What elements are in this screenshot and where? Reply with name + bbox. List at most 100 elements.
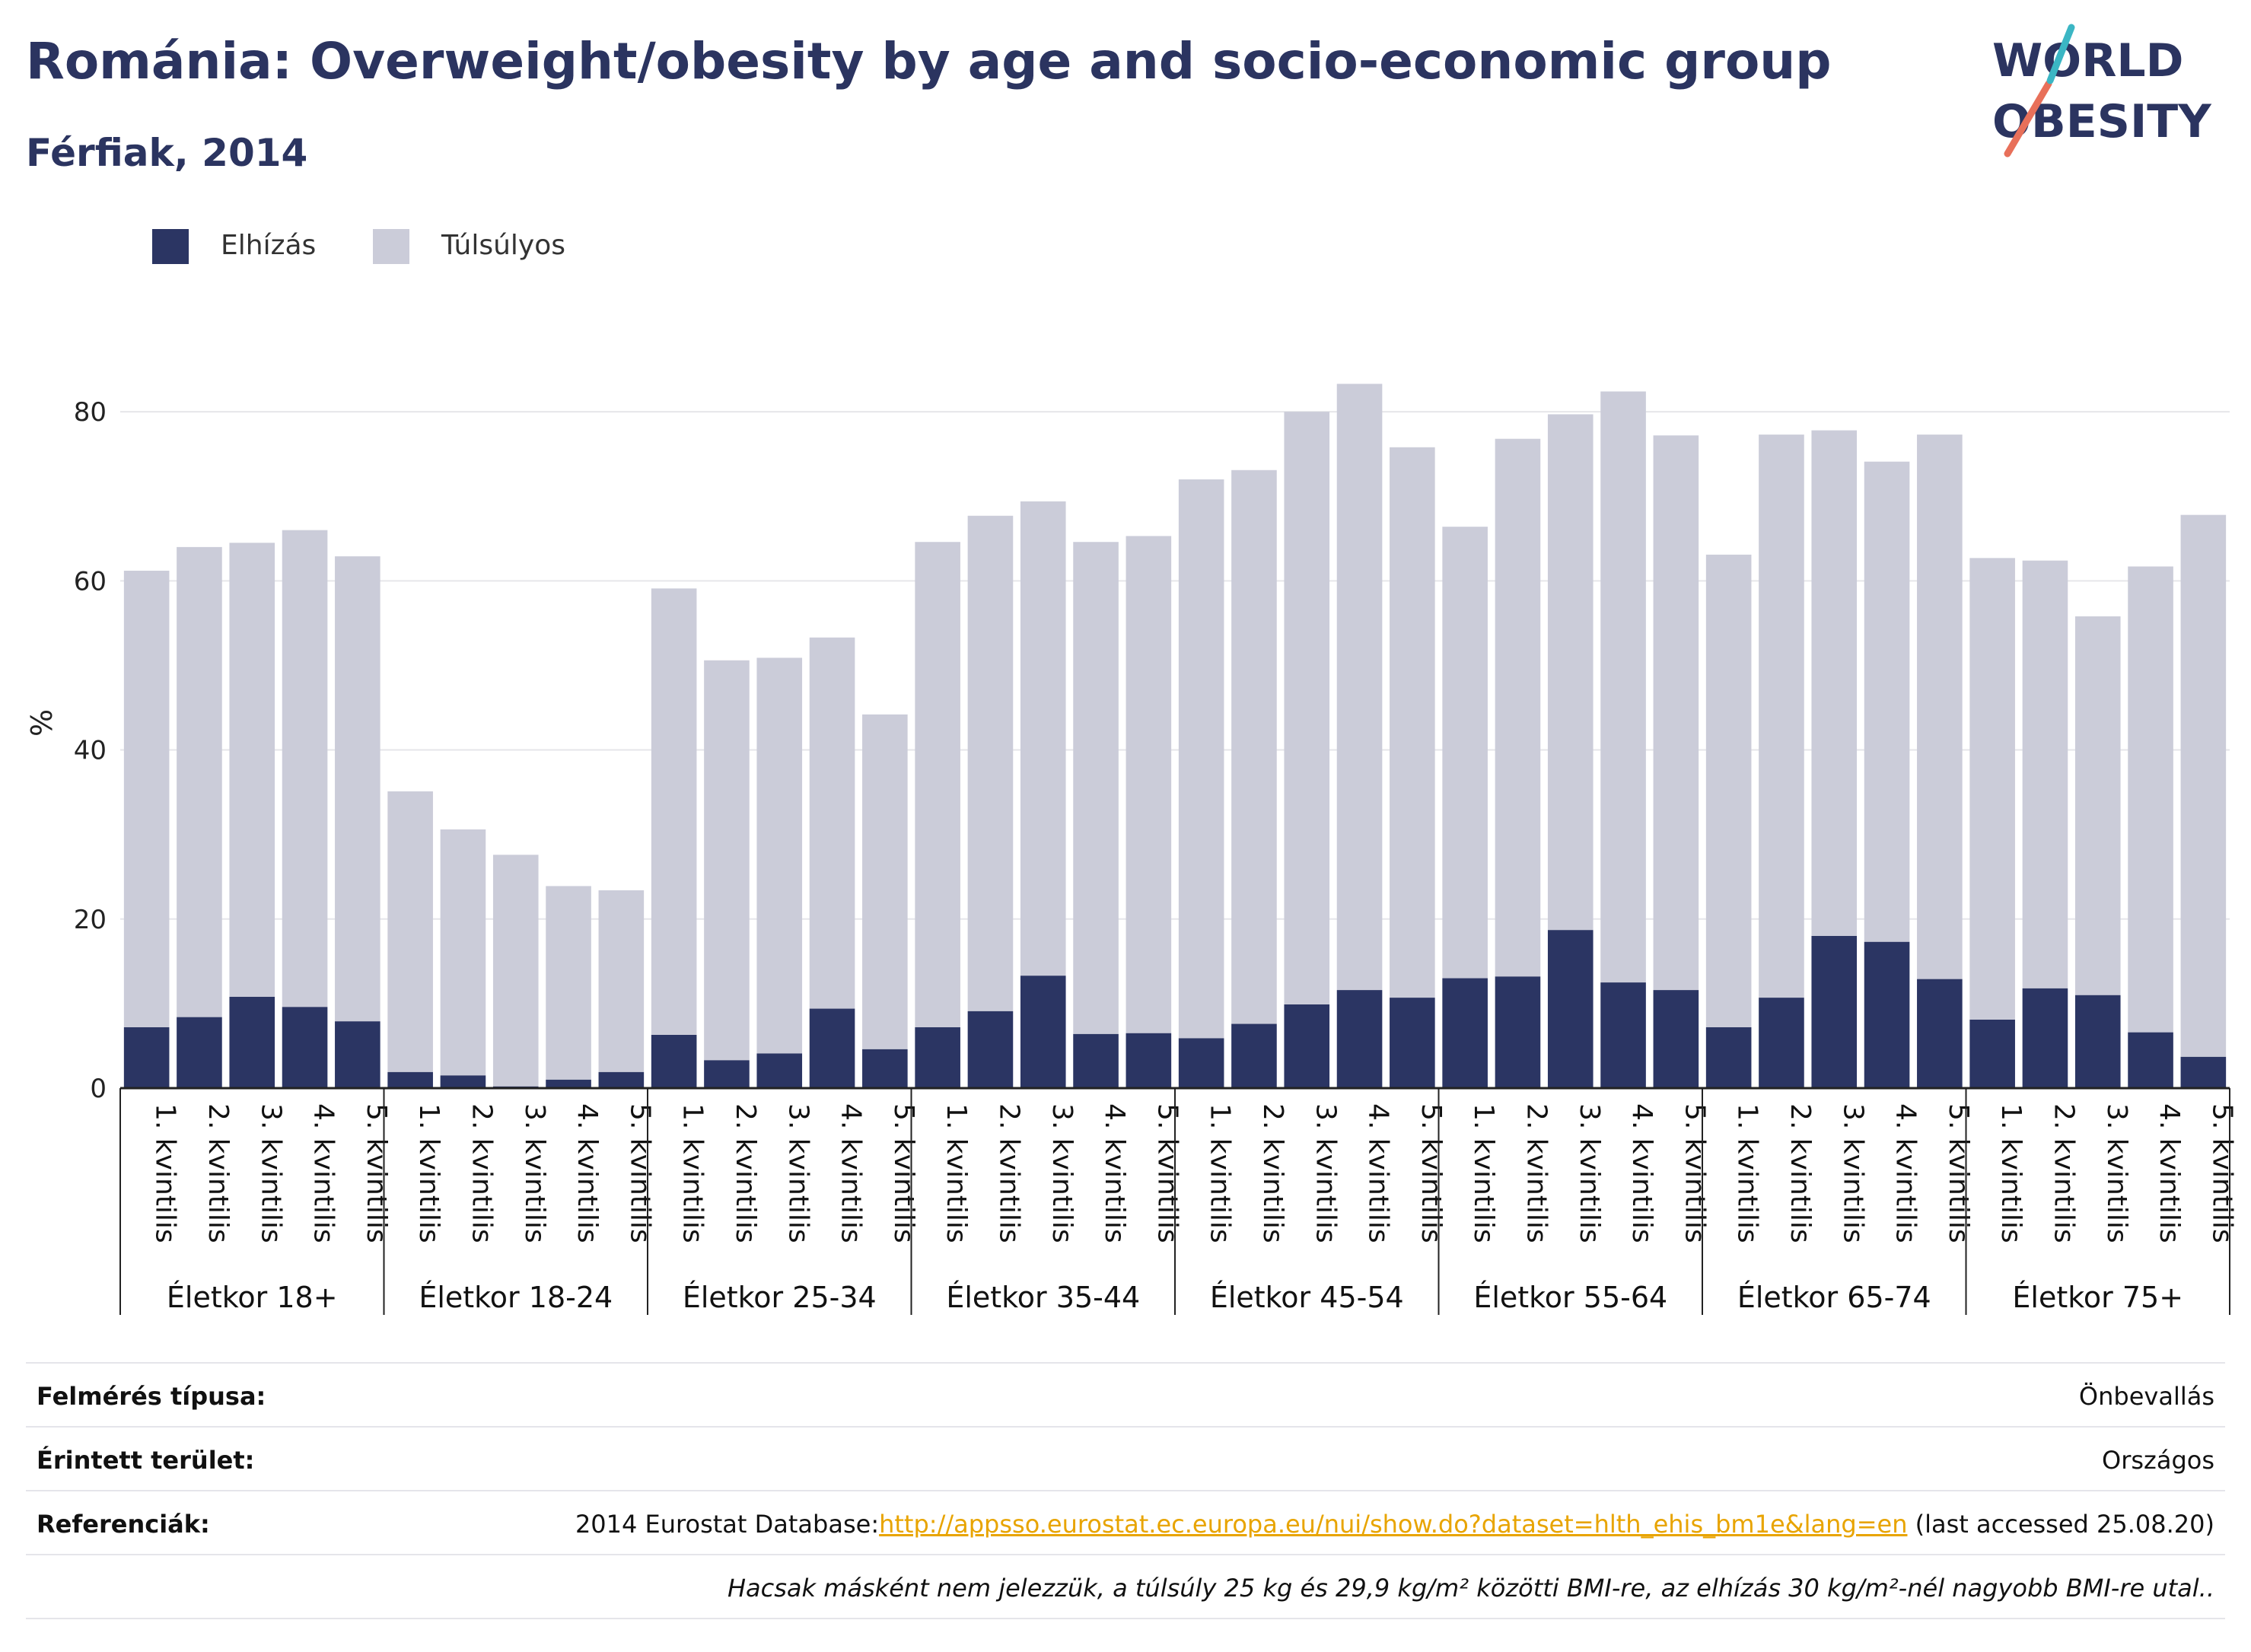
bar-overweight xyxy=(1073,542,1119,1034)
bar-overweight xyxy=(1759,434,1804,998)
x-tick-label: 3. kvintilis xyxy=(1310,1103,1341,1243)
area-label: Érintett terület: xyxy=(37,1446,255,1475)
page-title: Románia: Overweight/obesity by age and s… xyxy=(26,32,1832,91)
bar-overweight xyxy=(756,657,803,1054)
bar-obesity xyxy=(1231,1023,1277,1088)
x-tick-label: 4. kvintilis xyxy=(1363,1103,1394,1243)
bar-overweight xyxy=(387,791,433,1072)
bar-obesity xyxy=(1864,941,1910,1088)
bar-obesity xyxy=(1811,936,1858,1088)
bar-obesity xyxy=(2022,988,2068,1088)
bar-obesity xyxy=(1178,1038,1224,1088)
bar-obesity xyxy=(1442,978,1488,1088)
bar-overweight xyxy=(1284,412,1330,1004)
x-tick-label: 4. kvintilis xyxy=(2154,1103,2185,1243)
group-label: Életkor 35-44 xyxy=(946,1281,1140,1314)
legend-label-overweight: Túlsúlyos xyxy=(441,230,566,261)
bar-overweight xyxy=(1336,384,1383,991)
bar-obesity xyxy=(229,997,275,1088)
x-tick-label: 4. kvintilis xyxy=(308,1103,339,1243)
bar-obesity xyxy=(1126,1033,1172,1088)
x-tick-label: 1. kvintilis xyxy=(150,1103,181,1243)
bar-overweight xyxy=(1390,447,1435,998)
bar-overweight xyxy=(1231,469,1277,1024)
bar-overweight xyxy=(651,588,697,1035)
group-label: Életkor 75+ xyxy=(2012,1281,2183,1314)
bar-obesity xyxy=(387,1071,433,1088)
bar-obesity xyxy=(1073,1033,1119,1088)
footer-row-references: Referenciák: 2014 Eurostat Database:http… xyxy=(26,1490,2225,1554)
bar-obesity xyxy=(967,1011,1014,1088)
logo-slash-red xyxy=(2004,80,2052,158)
bar-overweight xyxy=(123,571,170,1027)
x-tick-label: 3. kvintilis xyxy=(255,1103,286,1243)
bar-obesity xyxy=(546,1079,591,1088)
x-tick-label: 5. kvintilis xyxy=(1151,1103,1183,1243)
bar-overweight xyxy=(492,855,539,1087)
bar-overweight xyxy=(1178,479,1224,1039)
bar-obesity xyxy=(1547,930,1594,1088)
bar-obesity xyxy=(651,1035,697,1088)
references-link[interactable]: http://appsso.eurostat.ec.europa.eu/nui/… xyxy=(879,1510,1908,1539)
area-value: Országos xyxy=(2102,1446,2214,1475)
x-tick-label: 2. kvintilis xyxy=(466,1103,497,1243)
definition-note: Hacsak másként nem jelezzük, a túlsúly 2… xyxy=(727,1574,2214,1603)
bar-overweight xyxy=(229,543,275,997)
x-tick-label: 5. kvintilis xyxy=(361,1103,392,1243)
bar-overweight xyxy=(1705,554,1752,1027)
x-tick-label: 5. kvintilis xyxy=(888,1103,919,1243)
bar-obesity xyxy=(862,1049,908,1088)
y-tick-label: 60 xyxy=(74,566,107,597)
x-tick-label: 2. kvintilis xyxy=(1520,1103,1552,1243)
bar-overweight xyxy=(1600,391,1646,983)
chart-footer: Felmérés típusa: Önbevallás Érintett ter… xyxy=(26,1362,2225,1619)
x-tick-label: 1. kvintilis xyxy=(413,1103,444,1243)
bar-obesity xyxy=(1705,1027,1752,1088)
bar-overweight xyxy=(440,829,486,1076)
references-prefix: 2014 Eurostat Database: xyxy=(575,1510,880,1539)
bar-obesity xyxy=(915,1027,960,1088)
y-tick-label: 40 xyxy=(74,736,107,766)
bar-overweight xyxy=(546,886,591,1080)
footer-row-survey: Felmérés típusa: Önbevallás xyxy=(26,1362,2225,1426)
bar-obesity xyxy=(1600,982,1646,1088)
footer-row-note: Hacsak másként nem jelezzük, a túlsúly 2… xyxy=(26,1554,2225,1619)
bar-overweight xyxy=(1969,558,2015,1020)
bar-obesity xyxy=(598,1071,645,1088)
group-label: Életkor 45-54 xyxy=(1210,1281,1404,1314)
references-suffix: (last accessed 25.08.20) xyxy=(1907,1510,2214,1539)
world-obesity-logo: WORLD OBESITY xyxy=(1992,24,2212,158)
bar-obesity xyxy=(1020,976,1066,1088)
bar-overweight xyxy=(704,660,750,1061)
group-label: Életkor 55-64 xyxy=(1473,1281,1667,1314)
bar-overweight xyxy=(177,546,222,1017)
x-tick-label: 5. kvintilis xyxy=(2206,1103,2237,1243)
group-label: Életkor 18-24 xyxy=(419,1281,613,1314)
x-tick-label: 2. kvintilis xyxy=(202,1103,234,1243)
x-tick-label: 1. kvintilis xyxy=(1995,1103,2027,1243)
bar-obesity xyxy=(2128,1032,2173,1088)
x-tick-label: 3. kvintilis xyxy=(1574,1103,1605,1243)
x-tick-label: 4. kvintilis xyxy=(1890,1103,1921,1243)
bar-overweight xyxy=(915,542,960,1027)
bar-overweight xyxy=(335,556,380,1022)
x-tick-label: 2. kvintilis xyxy=(2048,1103,2079,1243)
bar-overweight xyxy=(282,530,328,1007)
bar-obesity xyxy=(335,1021,380,1088)
bar-overweight xyxy=(1547,414,1594,931)
x-tick-label: 5. kvintilis xyxy=(1943,1103,1974,1243)
bar-obesity xyxy=(1336,990,1383,1088)
bar-obesity xyxy=(1917,979,1963,1088)
bar-obesity xyxy=(440,1075,486,1088)
legend-label-obesity: Elhízás xyxy=(221,230,317,261)
group-label: Életkor 18+ xyxy=(167,1281,338,1314)
bar-overweight xyxy=(1442,527,1488,979)
x-tick-label: 3. kvintilis xyxy=(519,1103,550,1243)
bar-overweight xyxy=(1020,501,1066,976)
bar-overweight xyxy=(862,714,908,1049)
references-value: 2014 Eurostat Database:http://appsso.eur… xyxy=(575,1510,2214,1539)
bar-obesity xyxy=(2074,995,2121,1088)
bar-overweight xyxy=(1917,434,1963,979)
bar-obesity xyxy=(282,1007,328,1088)
x-tick-label: 3. kvintilis xyxy=(1046,1103,1078,1243)
